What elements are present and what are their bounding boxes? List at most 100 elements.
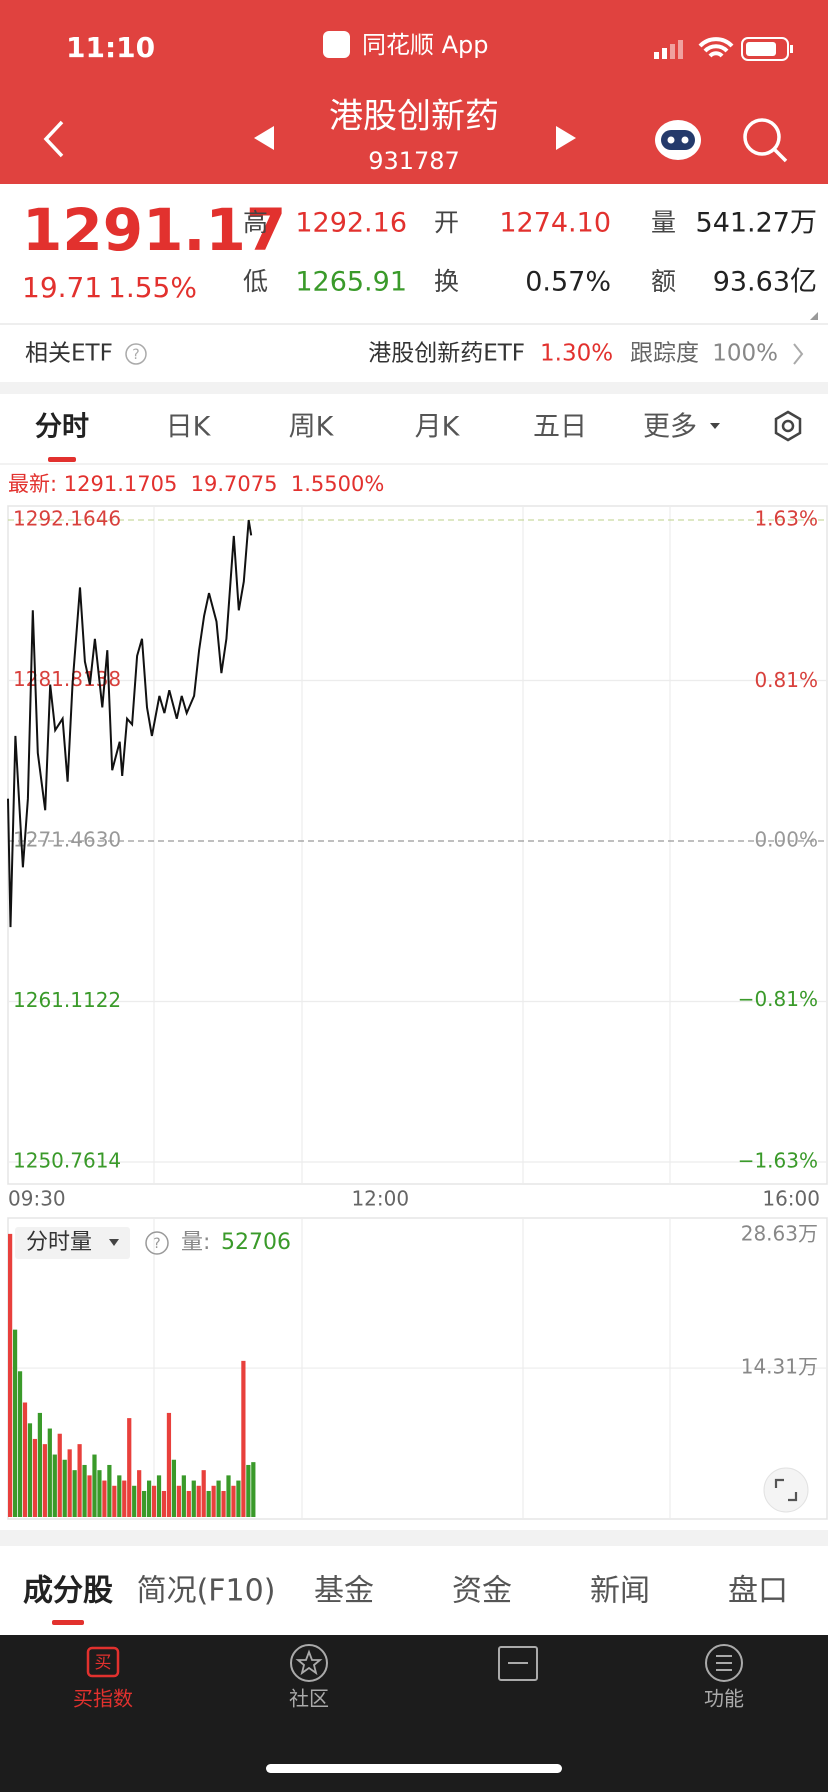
volume-bar — [8, 1233, 13, 1517]
back-button[interactable] — [43, 120, 64, 158]
volume-bar — [117, 1475, 122, 1517]
help-icon[interactable] — [145, 1231, 169, 1255]
volume-bar — [102, 1480, 107, 1517]
stat-label: 高 — [243, 208, 268, 237]
chart-tab[interactable]: 月K — [415, 412, 461, 443]
volume-bar — [127, 1418, 132, 1517]
tab-underline — [48, 457, 76, 462]
volume-bar — [62, 1459, 67, 1517]
stat-value: 1265.91 — [295, 267, 407, 298]
chart-tab[interactable]: 五日 — [533, 412, 587, 443]
status-icons — [654, 37, 793, 61]
settings-icon[interactable] — [774, 410, 802, 442]
stat-value: 1274.10 — [499, 208, 611, 239]
volume-bar — [12, 1329, 18, 1517]
nav-label[interactable]: 买指数 — [73, 1687, 133, 1711]
chart-tab[interactable]: 日K — [166, 412, 212, 443]
volume-bar — [72, 1470, 77, 1517]
buy-icon[interactable] — [86, 1646, 120, 1678]
track-label: 跟踪度 — [630, 341, 699, 367]
volume-bar — [211, 1485, 216, 1517]
section-gap — [0, 382, 828, 394]
volume-selector[interactable] — [15, 1227, 130, 1259]
nav-label[interactable]: 社区 — [289, 1687, 329, 1711]
volume-bar — [32, 1438, 38, 1517]
bottom-tab[interactable]: 简况(F10) — [137, 1574, 276, 1609]
chart-tab[interactable]: 分时 — [35, 412, 89, 443]
etf-name[interactable]: 港股创新药ETF — [368, 341, 525, 367]
volume-bar — [27, 1423, 33, 1517]
header-title: 港股创新药 — [329, 97, 499, 137]
search-icon[interactable] — [743, 118, 788, 163]
nav-label[interactable]: 功能 — [704, 1687, 744, 1711]
volume-bar — [42, 1444, 47, 1517]
volume-bar — [87, 1475, 92, 1517]
latest-info: 最新: 1291.1705 19.7075 1.5500% — [8, 472, 384, 496]
fullscreen-button[interactable] — [763, 1467, 809, 1513]
prev-button[interactable] — [254, 126, 274, 150]
volume-bar — [151, 1485, 157, 1517]
volume-bar — [221, 1490, 226, 1517]
volume-bar — [137, 1470, 142, 1517]
bottom-tab[interactable]: 基金 — [314, 1574, 374, 1609]
stat-value: 0.57% — [525, 267, 611, 298]
volume-bar — [146, 1480, 152, 1517]
chevron[interactable] — [793, 343, 804, 365]
volume-bar — [142, 1490, 147, 1517]
price-line — [7, 519, 253, 928]
expand-corner[interactable] — [810, 312, 818, 320]
home-indicator — [266, 1764, 562, 1773]
stat-value: 1292.16 — [295, 208, 407, 239]
volume-bar — [191, 1480, 196, 1517]
bottom-tab[interactable]: 盘口 — [728, 1574, 788, 1609]
price-change-pct: 1.55% — [108, 271, 197, 304]
function-icon[interactable] — [705, 1644, 743, 1682]
volume-bar — [17, 1371, 23, 1517]
volume-bar — [122, 1480, 127, 1517]
stat-label: 低 — [243, 267, 268, 296]
volume-bar — [176, 1485, 181, 1517]
next-button[interactable] — [556, 126, 576, 150]
help-icon[interactable] — [125, 343, 147, 365]
status-time: 11:10 — [66, 31, 155, 64]
etf-label: 相关ETF — [25, 341, 113, 367]
volume-bar — [216, 1480, 221, 1517]
y-tick-label: 1250.7614 — [13, 1149, 121, 1173]
bottom-tab[interactable]: 资金 — [452, 1574, 512, 1609]
volume-bar — [107, 1464, 112, 1517]
community-icon[interactable] — [290, 1644, 328, 1682]
volume-bar — [161, 1490, 167, 1517]
track-value: 100% — [712, 341, 778, 367]
volume-bar — [236, 1480, 241, 1517]
y2-tick-label: −1.63% — [738, 1149, 818, 1173]
app-icon — [323, 31, 350, 58]
help-icon-mark: ? — [153, 1236, 160, 1252]
volume-current: 52706 — [221, 1230, 291, 1255]
center-icon[interactable] — [498, 1646, 538, 1681]
bottom-tab[interactable]: 成分股 — [23, 1574, 113, 1609]
volume-bar — [132, 1485, 137, 1517]
volume-bar — [112, 1485, 117, 1517]
volume-bar — [92, 1454, 97, 1517]
volume-bar — [181, 1475, 186, 1517]
header-code: 931787 — [368, 147, 460, 175]
volume-bar — [251, 1462, 256, 1517]
x-tick-label: 16:00 — [762, 1187, 820, 1211]
chart-tab[interactable]: 更多 — [643, 412, 697, 443]
settings-icon-core — [781, 419, 795, 433]
chart-tab[interactable]: 周K — [289, 412, 335, 443]
assistant-icon[interactable] — [655, 120, 701, 160]
volume-bar — [166, 1412, 172, 1517]
bottom-tab[interactable]: 新闻 — [590, 1574, 650, 1609]
y2-tick-label: 1.63% — [754, 507, 818, 531]
volume-bar — [57, 1433, 62, 1517]
volume-bar — [77, 1444, 82, 1517]
volume-bar — [186, 1490, 191, 1517]
function-icon-lines — [716, 1655, 732, 1671]
volume-bar — [196, 1485, 201, 1517]
volume-current-label: 量: — [181, 1230, 210, 1255]
y-tick-label: 1261.1122 — [13, 988, 121, 1012]
volume-bar — [246, 1464, 251, 1517]
volume-bar — [97, 1470, 102, 1517]
